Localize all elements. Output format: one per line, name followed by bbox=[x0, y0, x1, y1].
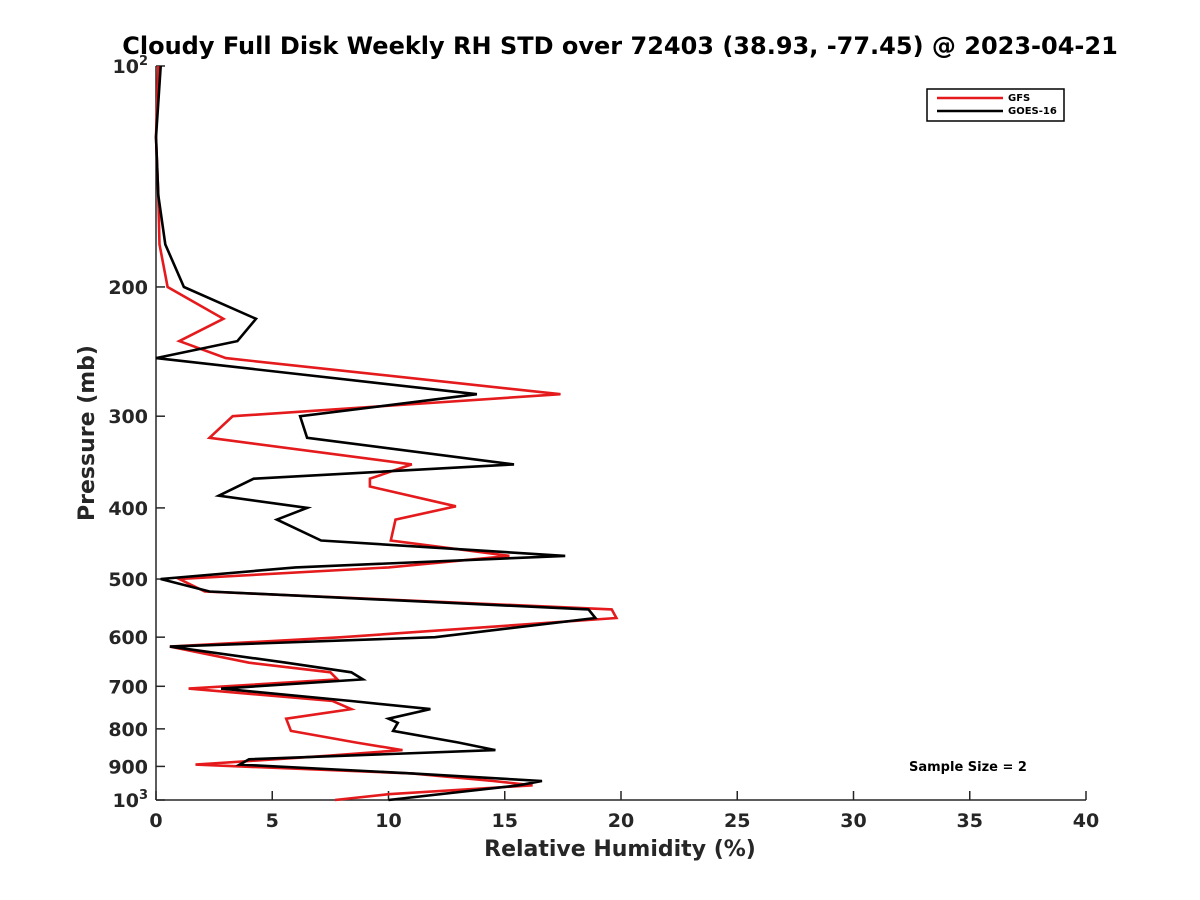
y-tick-label: 300 bbox=[108, 406, 148, 428]
x-tick-label: 10 bbox=[375, 810, 401, 832]
y-axis-label: Pressure (mb) bbox=[75, 345, 100, 521]
x-tick-label: 20 bbox=[608, 810, 634, 832]
x-tick-label: 0 bbox=[149, 810, 162, 832]
y-tick-label: 400 bbox=[108, 498, 148, 520]
legend-label-gfs: GFS bbox=[1008, 93, 1030, 104]
y-tick-label: 500 bbox=[108, 569, 148, 591]
x-tick-label: 25 bbox=[724, 810, 750, 832]
sample-size-annotation: Sample Size = 2 bbox=[909, 760, 1027, 775]
x-tick-label: 5 bbox=[266, 810, 279, 832]
y-tick-label: 700 bbox=[108, 676, 148, 698]
x-axis-label: Relative Humidity (%) bbox=[484, 837, 756, 862]
x-tick-label: 40 bbox=[1073, 810, 1099, 832]
plot-area: 0 5 10 15 20 25 30 35 40 102 200 300 400 500 600 700 80… bbox=[108, 54, 1099, 832]
y-tick-label: 800 bbox=[108, 719, 148, 741]
legend: GFS GOES-16 bbox=[926, 88, 1065, 122]
legend-box bbox=[926, 88, 1065, 122]
y-tick-label: 200 bbox=[108, 277, 148, 299]
series-layer bbox=[154, 65, 619, 802]
y-tick-label: 600 bbox=[108, 627, 148, 649]
x-tick-label: 15 bbox=[492, 810, 518, 832]
y-tick-label: 900 bbox=[108, 756, 148, 778]
x-ticks: 0 5 10 15 20 25 30 35 40 bbox=[149, 791, 1099, 832]
x-tick-label: 30 bbox=[840, 810, 866, 832]
chart-title: Cloudy Full Disk Weekly RH STD over 7240… bbox=[122, 32, 1118, 60]
legend-label-goes16: GOES-16 bbox=[1008, 106, 1057, 117]
y-tick-label: 102 bbox=[113, 54, 149, 78]
y-tick-label: 103 bbox=[113, 788, 149, 812]
series-line-goes-16 bbox=[154, 65, 598, 802]
x-tick-label: 35 bbox=[957, 810, 983, 832]
